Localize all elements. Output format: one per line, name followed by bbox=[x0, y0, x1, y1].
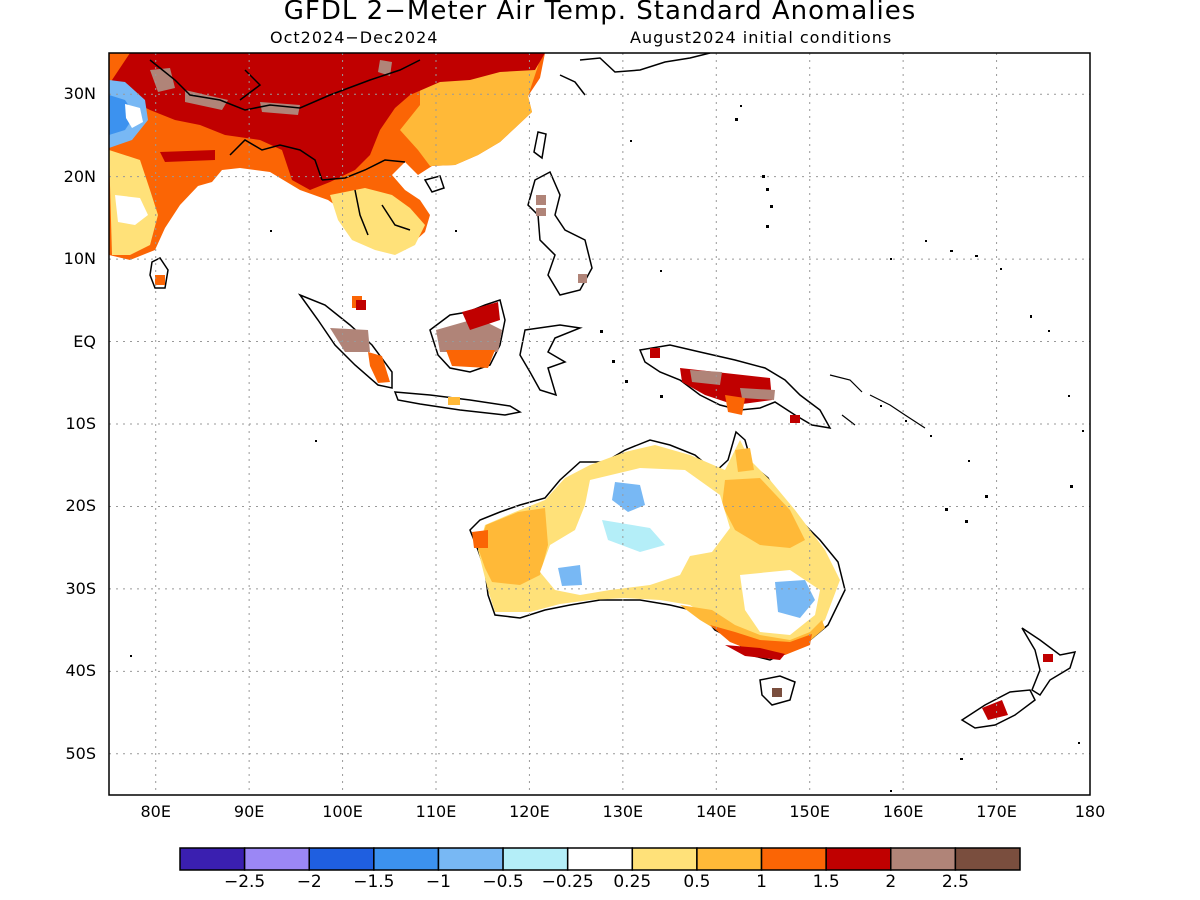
map-grid bbox=[109, 53, 1090, 795]
colorbar-swatch bbox=[437, 847, 504, 871]
lon-tick-label: 180 bbox=[1074, 802, 1106, 821]
indochina-yellow bbox=[330, 188, 425, 255]
aus-south-orange bbox=[680, 605, 825, 652]
lat-tick-label: 20N bbox=[63, 166, 96, 186]
map-field bbox=[109, 53, 1084, 792]
tibet-white bbox=[125, 104, 143, 128]
colorbar-label: 2 bbox=[885, 872, 897, 892]
colorbar-label: −1 bbox=[425, 872, 451, 892]
aus-south-red bbox=[725, 645, 785, 660]
lon-tick-label: 170E bbox=[976, 802, 1017, 821]
colorbar-swatch bbox=[890, 847, 957, 871]
aus-cyan-1 bbox=[602, 520, 665, 552]
himalaya-brown bbox=[150, 60, 392, 115]
aus-blue-2 bbox=[558, 565, 582, 586]
colorbar-label: 2.5 bbox=[941, 872, 969, 892]
lon-tick-label: 160E bbox=[882, 802, 924, 821]
aus-orange-east bbox=[722, 478, 805, 548]
colorbar-swatch bbox=[308, 847, 375, 871]
colorbar-swatch bbox=[825, 847, 892, 871]
colorbar-label: −1.5 bbox=[353, 872, 395, 892]
hainan bbox=[423, 175, 445, 193]
north-india-red bbox=[160, 150, 215, 162]
pacific-islands bbox=[130, 105, 1084, 792]
country-borders bbox=[149, 59, 421, 236]
lat-tick-label: 20S bbox=[65, 496, 96, 516]
asia-light-orange bbox=[400, 60, 540, 166]
colorbar-swatch bbox=[373, 847, 440, 871]
aus-orange-west bbox=[478, 508, 548, 585]
lat-tick-label: EQ bbox=[73, 331, 96, 351]
aus-blue-1 bbox=[612, 482, 645, 512]
initial-conditions: August2024 initial conditions bbox=[630, 28, 893, 47]
colorbar bbox=[179, 847, 1021, 871]
forecast-period: Oct2024−Dec2024 bbox=[270, 28, 439, 47]
map-frame bbox=[108, 52, 1091, 796]
lon-tick-label: 90E bbox=[233, 802, 265, 821]
colorbar-swatch bbox=[566, 847, 634, 871]
himalaya-red bbox=[112, 53, 545, 190]
colorbar-label: −0.5 bbox=[482, 872, 524, 892]
lon-tick-label: 130E bbox=[602, 802, 644, 821]
taiwan bbox=[533, 131, 547, 160]
colorbar-swatch bbox=[760, 847, 827, 871]
lon-tick-label: 120E bbox=[509, 802, 550, 821]
lon-tick-label: 80E bbox=[140, 802, 171, 821]
colorbar-label: 1.5 bbox=[812, 872, 840, 892]
colorbar-label: −2.5 bbox=[223, 872, 266, 892]
lon-tick-label: 100E bbox=[322, 802, 363, 821]
lat-tick-label: 30S bbox=[65, 578, 96, 598]
aus-north-orange bbox=[735, 448, 754, 472]
lat-tick-label: 10N bbox=[63, 249, 96, 269]
aus-west-red bbox=[472, 530, 488, 548]
lon-tick-label: 150E bbox=[789, 802, 831, 821]
colorbar-swatch bbox=[179, 847, 246, 871]
lat-tick-label: 50S bbox=[65, 743, 96, 763]
colorbar-swatch bbox=[502, 847, 569, 871]
japan bbox=[559, 53, 711, 96]
lat-tick-label: 30N bbox=[63, 84, 96, 104]
colorbar-swatch bbox=[696, 847, 763, 871]
colorbar-swatch bbox=[954, 847, 1021, 871]
map-title: GFDL 2−Meter Air Temp. Standard Anomalie… bbox=[283, 0, 917, 26]
lat-tick-label: 40S bbox=[65, 661, 96, 681]
colorbar-label: −0.25 bbox=[541, 872, 594, 892]
colorbar-label: 0.5 bbox=[683, 872, 711, 892]
sulawesi bbox=[519, 324, 583, 397]
colorbar-swatch bbox=[631, 847, 698, 871]
melanesia-coast bbox=[829, 374, 926, 429]
lon-tick-label: 140E bbox=[695, 802, 737, 821]
aus-south-darkorange bbox=[710, 625, 812, 655]
lat-tick-label: 10S bbox=[65, 414, 96, 433]
india-white bbox=[115, 195, 148, 225]
colorbar-label: 0.25 bbox=[613, 872, 652, 892]
colorbar-label: 1 bbox=[756, 872, 767, 892]
lon-tick-label: 110E bbox=[415, 802, 457, 821]
colorbar-label: −2 bbox=[296, 872, 322, 892]
tibet-colder bbox=[109, 95, 135, 135]
aus-blue-3 bbox=[775, 580, 815, 618]
colorbar-swatch bbox=[243, 847, 310, 871]
